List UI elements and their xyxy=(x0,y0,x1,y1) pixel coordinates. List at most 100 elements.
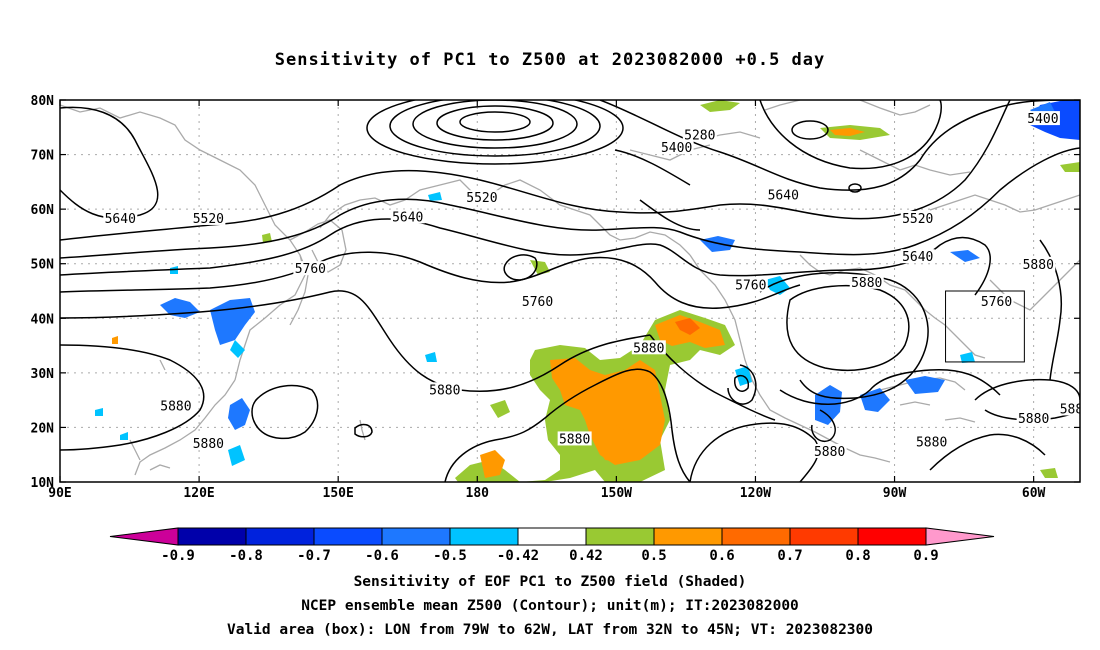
contour-label-bg xyxy=(849,274,884,289)
contour-label: 5880 xyxy=(429,383,460,398)
lat-label: 40N xyxy=(31,312,55,327)
contour-label: 5880 xyxy=(1060,402,1091,417)
colorbar-segment xyxy=(721,527,791,546)
lat-label: 10N xyxy=(31,476,55,491)
sensitivity-shading xyxy=(95,100,1080,482)
colorbar-label: -0.6 xyxy=(365,548,399,564)
contour-label-bg xyxy=(766,187,801,202)
contour-label-bg xyxy=(1021,256,1056,271)
caption-line-1: Sensitivity of EOF PC1 to Z500 field (Sh… xyxy=(353,574,747,590)
contour-label-bg xyxy=(631,340,666,355)
lon-label: 150W xyxy=(601,486,632,501)
colorbar-segment xyxy=(245,527,315,546)
colorbar-low-triangle xyxy=(109,527,179,546)
lon-label: 90W xyxy=(883,486,907,501)
contour-label: 5760 xyxy=(981,295,1012,310)
contour-label-bg xyxy=(158,398,193,413)
contour-label-bg xyxy=(464,190,499,205)
lat-label: 50N xyxy=(31,258,55,273)
lon-label: 90E xyxy=(48,486,71,501)
map-frame xyxy=(59,99,1081,483)
contour-label: 5880 xyxy=(814,445,845,460)
lon-label: 180 xyxy=(466,486,490,501)
contour-label: 5880 xyxy=(160,400,191,415)
lon-label: 120W xyxy=(740,486,771,501)
contour-label-bg xyxy=(557,431,592,446)
colorbar-label: 0.42 xyxy=(569,548,603,564)
contour-label: 5520 xyxy=(466,191,497,206)
lon-label: 60W xyxy=(1022,486,1046,501)
contour-label-bg xyxy=(1058,401,1080,416)
figure-title: Sensitivity of PC1 to Z500 at 2023082000… xyxy=(274,50,826,70)
contour-label: 5280 xyxy=(684,128,715,143)
contour-label-bg xyxy=(900,249,935,264)
colorbar-label: 0.5 xyxy=(641,548,666,564)
contour-label: 5520 xyxy=(902,212,933,227)
contour-label-bg xyxy=(900,210,935,225)
contour-label-bg xyxy=(191,435,226,450)
lat-label: 80N xyxy=(31,94,55,109)
caption-line-2: NCEP ensemble mean Z500 (Contour); unit(… xyxy=(301,598,799,614)
colorbar-label: 0.7 xyxy=(777,548,802,564)
contour-label-bg xyxy=(191,210,226,225)
colorbar-segment xyxy=(449,527,519,546)
colorbar-segment xyxy=(857,527,927,546)
colorbar-label: 0.8 xyxy=(845,548,870,564)
caption-line-3: Valid area (box): LON from 79W to 62W, L… xyxy=(226,622,873,638)
colorbar-segment xyxy=(653,527,723,546)
contour-label: 5640 xyxy=(902,250,933,265)
colorbar-label: 0.6 xyxy=(709,548,734,564)
colorbar-label: -0.5 xyxy=(433,548,467,564)
colorbar-segment xyxy=(381,527,451,546)
contour-label-bg xyxy=(390,209,425,224)
contour-label-bg xyxy=(659,140,694,155)
contour-label: 5400 xyxy=(1027,112,1058,127)
lat-label: 70N xyxy=(31,149,55,164)
lat-label: 60N xyxy=(31,203,55,218)
contour-label: 5640 xyxy=(768,189,799,204)
lat-label: 20N xyxy=(31,421,55,436)
colorbar-label: -0.7 xyxy=(297,548,331,564)
contour-label: 5880 xyxy=(193,437,224,452)
contour-label: 5880 xyxy=(916,436,947,451)
colorbar-segment xyxy=(789,527,859,546)
contour-label-bg xyxy=(914,434,949,449)
contour-label: 5880 xyxy=(1023,258,1054,273)
contour-label: 5640 xyxy=(105,212,136,227)
contour-label: 5880 xyxy=(851,276,882,291)
lon-label: 120E xyxy=(183,486,214,501)
lon-label: 150E xyxy=(323,486,354,501)
contour-label: 5760 xyxy=(295,262,326,277)
contour-label-bg xyxy=(520,293,555,308)
contour-label: 5520 xyxy=(193,212,224,227)
contour-label: 5880 xyxy=(633,341,664,356)
colorbar-label: -0.9 xyxy=(161,548,195,564)
valid-area-box xyxy=(945,290,1025,363)
z500-contours xyxy=(60,100,1080,482)
colorbar-segment xyxy=(177,527,247,546)
contour-label-bg xyxy=(1025,111,1060,126)
colorbar-high-triangle xyxy=(925,527,995,546)
contour-label: 5880 xyxy=(559,432,590,447)
contour-label-bg xyxy=(733,277,768,292)
contour-label-bg xyxy=(1016,411,1051,426)
colorbar-label: 0.9 xyxy=(913,548,938,564)
colorbar-label: -0.42 xyxy=(497,548,539,564)
colorbar-segment xyxy=(517,527,587,546)
contour-label: 5400 xyxy=(661,141,692,156)
contour-label: 5760 xyxy=(522,295,553,310)
contour-label-bg xyxy=(682,127,717,142)
colorbar-segment xyxy=(313,527,383,546)
colorbar-label: -0.8 xyxy=(229,548,263,564)
colorbar-segment xyxy=(585,527,655,546)
contour-label-bg xyxy=(979,293,1014,308)
contour-label: 5760 xyxy=(735,279,766,294)
lat-label: 30N xyxy=(31,367,55,382)
contour-label-bg xyxy=(293,261,328,276)
contour-label: 5880 xyxy=(1018,412,1049,427)
contour-label-bg xyxy=(427,382,462,397)
colorbar: -0.9 -0.8 -0.7 -0.6 -0.5 -0.42 0.42 0.5 0.6 0.7 0.… xyxy=(109,527,995,564)
